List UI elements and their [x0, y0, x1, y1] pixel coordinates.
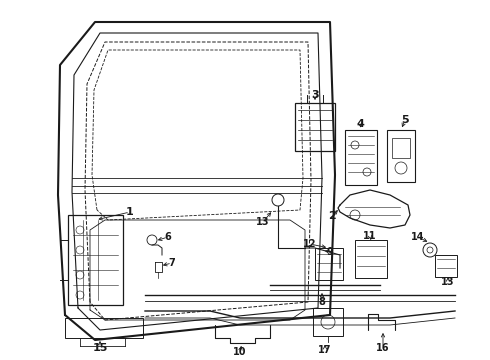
Text: 11: 11	[363, 231, 377, 241]
Text: 4: 4	[356, 119, 364, 129]
Text: 10: 10	[233, 347, 247, 357]
Text: 8: 8	[318, 297, 325, 307]
Text: 7: 7	[169, 258, 175, 268]
Bar	[313, 308, 343, 336]
Bar	[295, 103, 335, 151]
Text: 16: 16	[376, 343, 390, 353]
Text: 12: 12	[303, 239, 317, 249]
Bar	[392, 138, 410, 158]
Bar	[68, 215, 123, 305]
Bar	[435, 255, 457, 277]
Bar	[355, 240, 387, 278]
Text: 15: 15	[92, 343, 108, 353]
Text: 3: 3	[311, 90, 319, 100]
Text: 13: 13	[256, 217, 270, 227]
Text: 5: 5	[401, 115, 409, 125]
Bar	[315, 248, 343, 280]
Text: 6: 6	[165, 232, 172, 242]
Text: 9: 9	[327, 247, 333, 257]
Bar	[345, 130, 377, 185]
Text: 2: 2	[328, 211, 336, 221]
Text: 17: 17	[318, 345, 332, 355]
Text: 13: 13	[441, 277, 455, 287]
Bar	[387, 130, 415, 182]
Text: 1: 1	[126, 207, 134, 217]
Text: 14: 14	[411, 232, 425, 242]
Bar	[65, 318, 143, 338]
